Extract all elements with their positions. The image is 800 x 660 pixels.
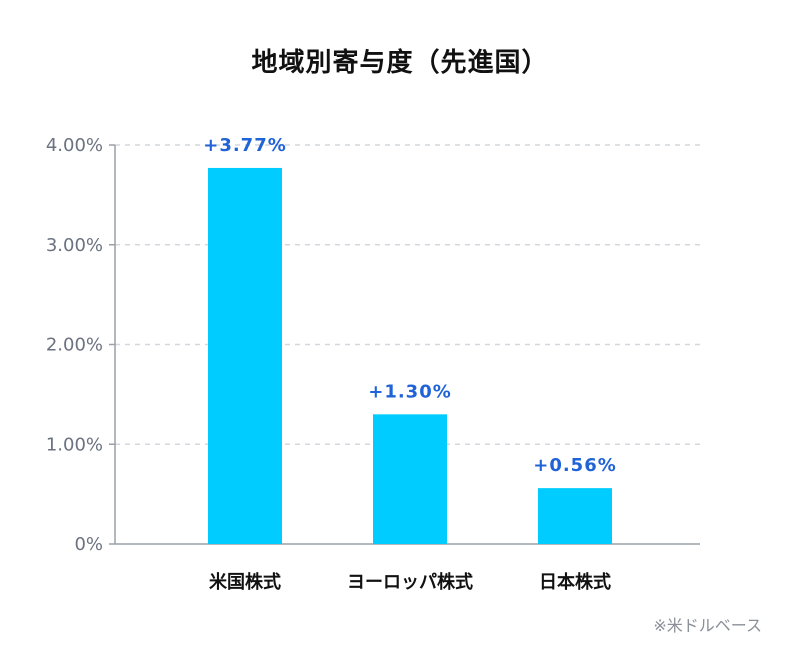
data-label: +1.30% — [368, 381, 452, 402]
category-label: ヨーロッパ株式 — [347, 571, 473, 593]
y-tick-label: 0% — [74, 534, 103, 555]
bar — [208, 167, 282, 544]
category-labels: 米国株式 ヨーロッパ株式 日本株式 — [209, 571, 611, 593]
y-tick-label: 4.00% — [46, 135, 103, 156]
bar — [373, 414, 447, 544]
y-tick-label: 2.00% — [46, 335, 103, 356]
bars — [208, 167, 612, 544]
chart-title: 地域別寄与度（先進国） — [251, 48, 549, 78]
currency-note: ※米ドルベース — [653, 616, 762, 635]
y-tick-label: 3.00% — [46, 235, 103, 256]
data-label: +3.77% — [203, 135, 287, 156]
category-label: 日本株式 — [539, 571, 611, 593]
y-tick-labels: 0% 1.00% 2.00% 3.00% 4.00% — [46, 135, 103, 555]
category-label: 米国株式 — [209, 571, 281, 593]
bar-chart: 0% 1.00% 2.00% 3.00% 4.00% +3.77% +1.30% +0.56… — [46, 135, 700, 593]
data-labels: +3.77% +1.30% +0.56% — [203, 135, 617, 476]
y-tick-label: 1.00% — [46, 434, 103, 455]
data-label: +0.56% — [533, 455, 617, 476]
bar — [538, 488, 612, 544]
